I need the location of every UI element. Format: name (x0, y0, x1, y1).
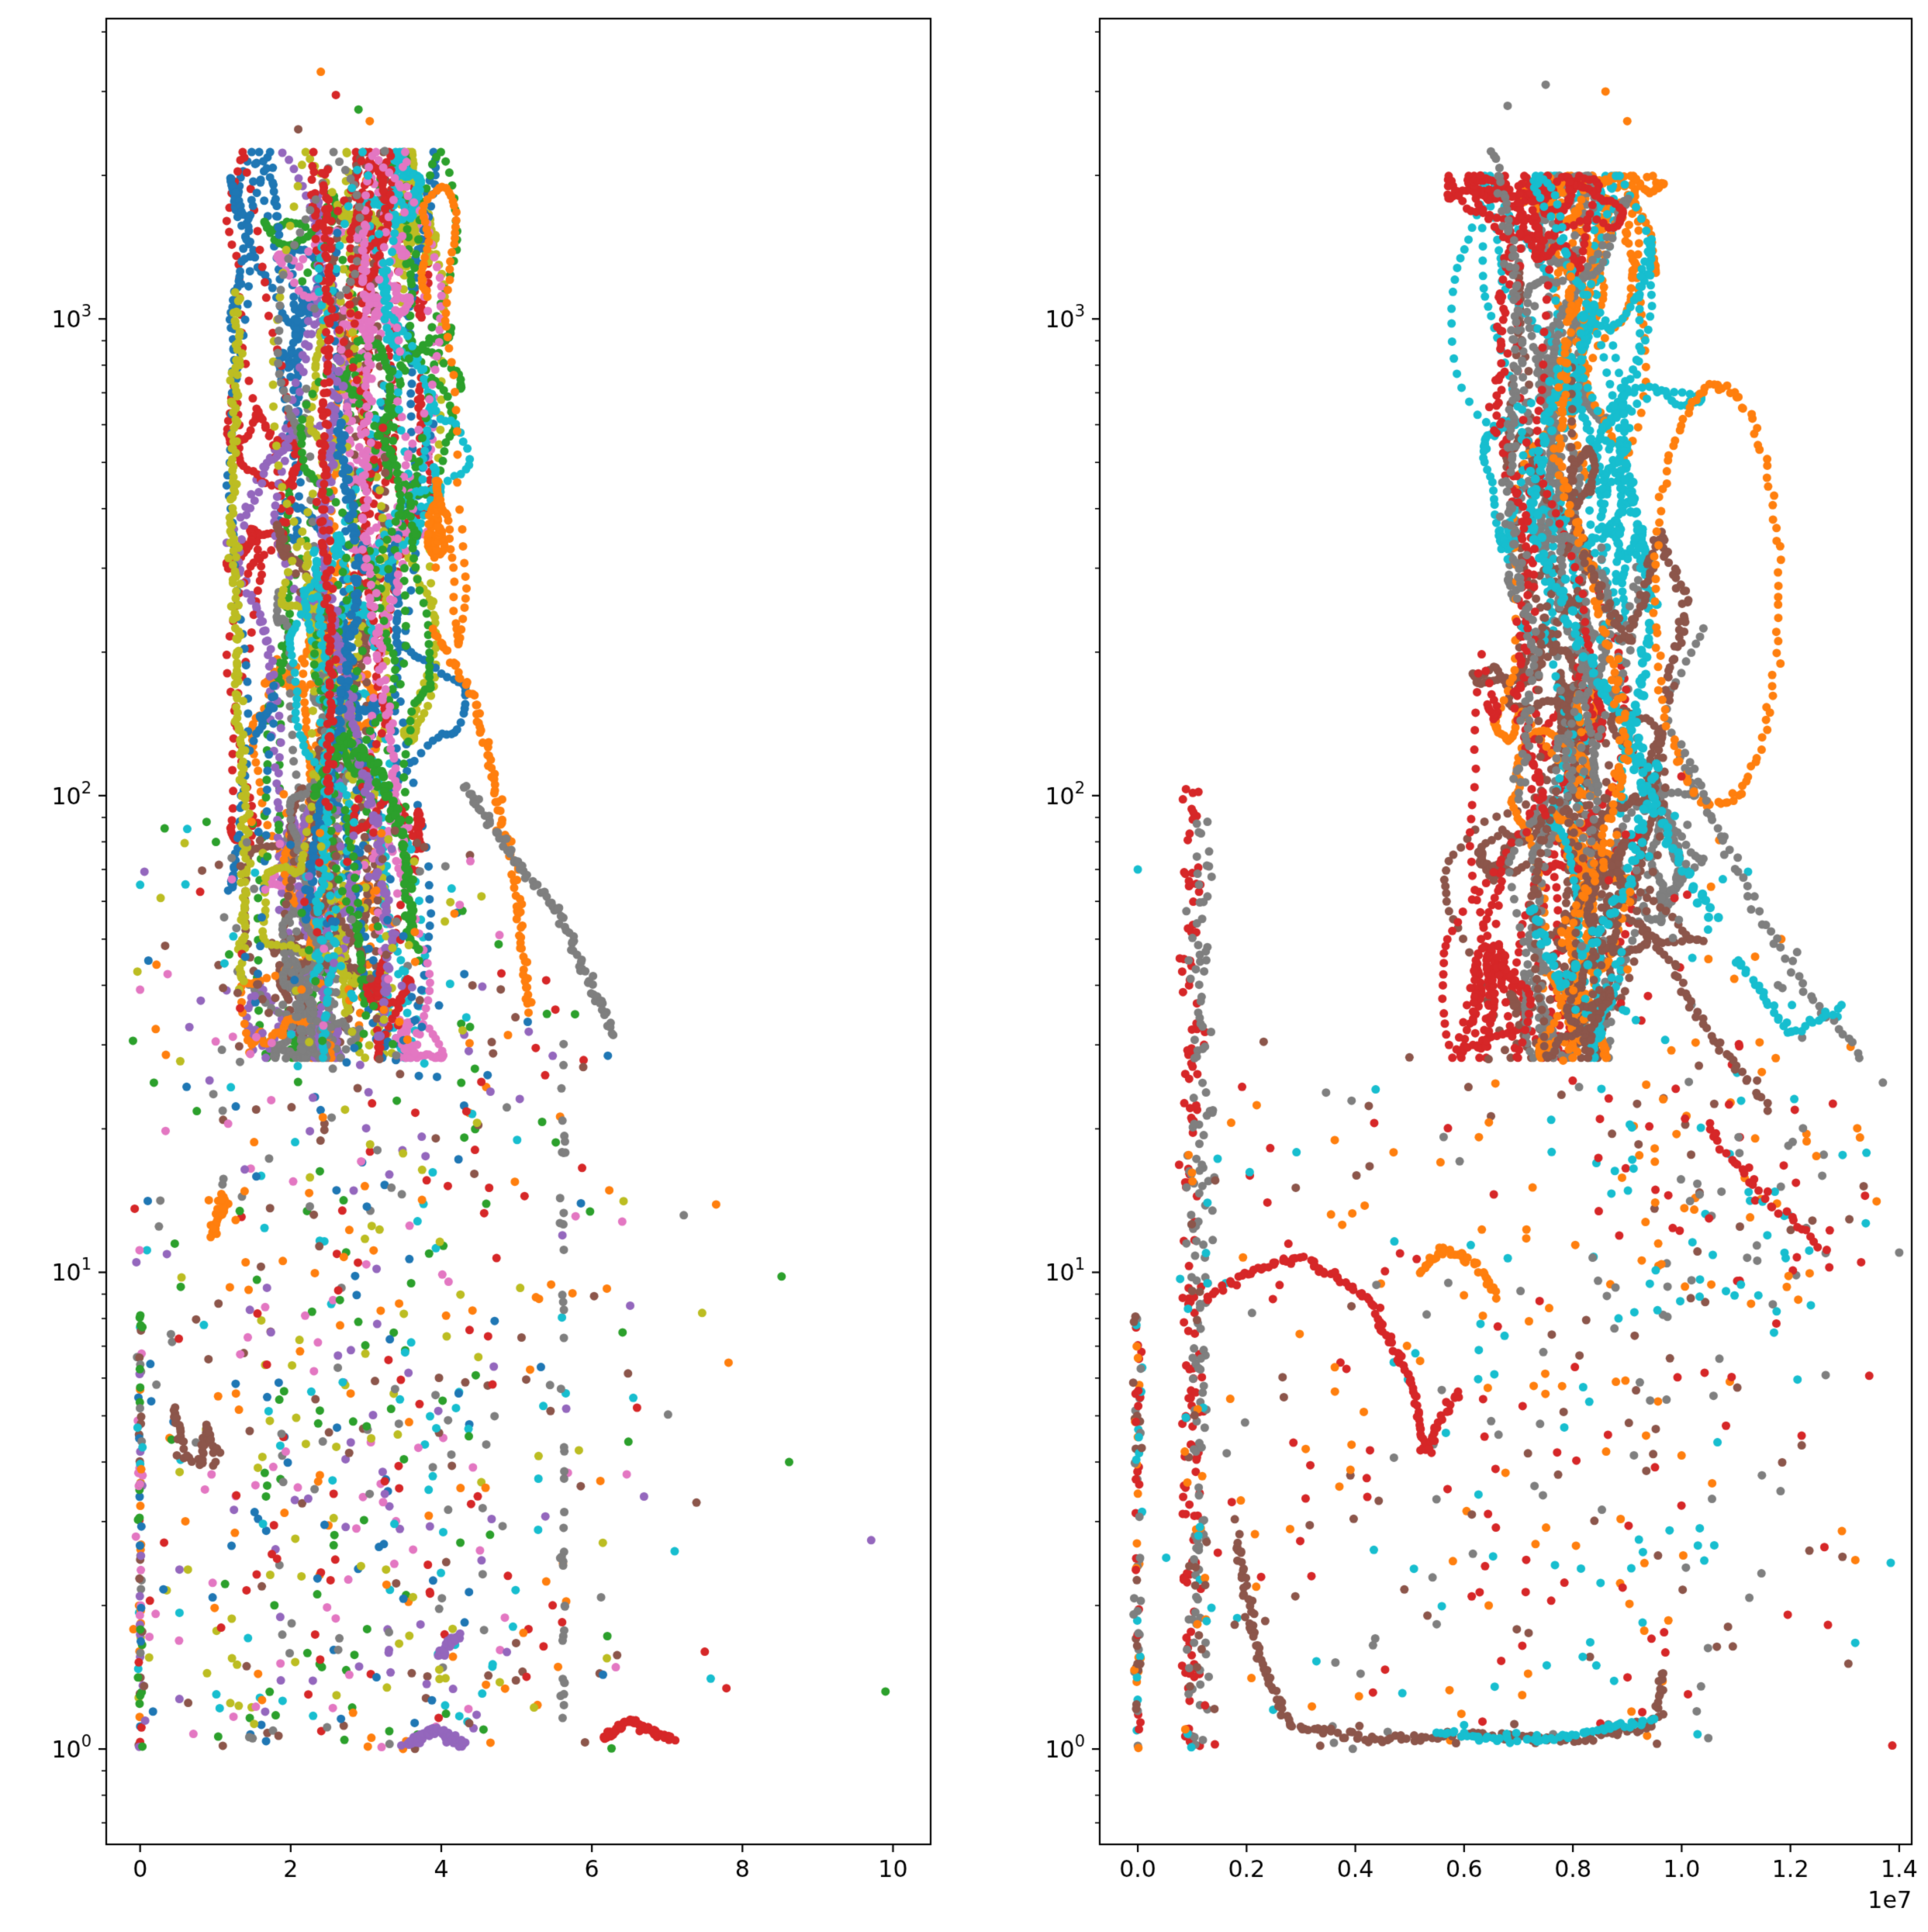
figure (0, 0, 1928, 1932)
scatter-plots-canvas (0, 0, 1928, 1932)
